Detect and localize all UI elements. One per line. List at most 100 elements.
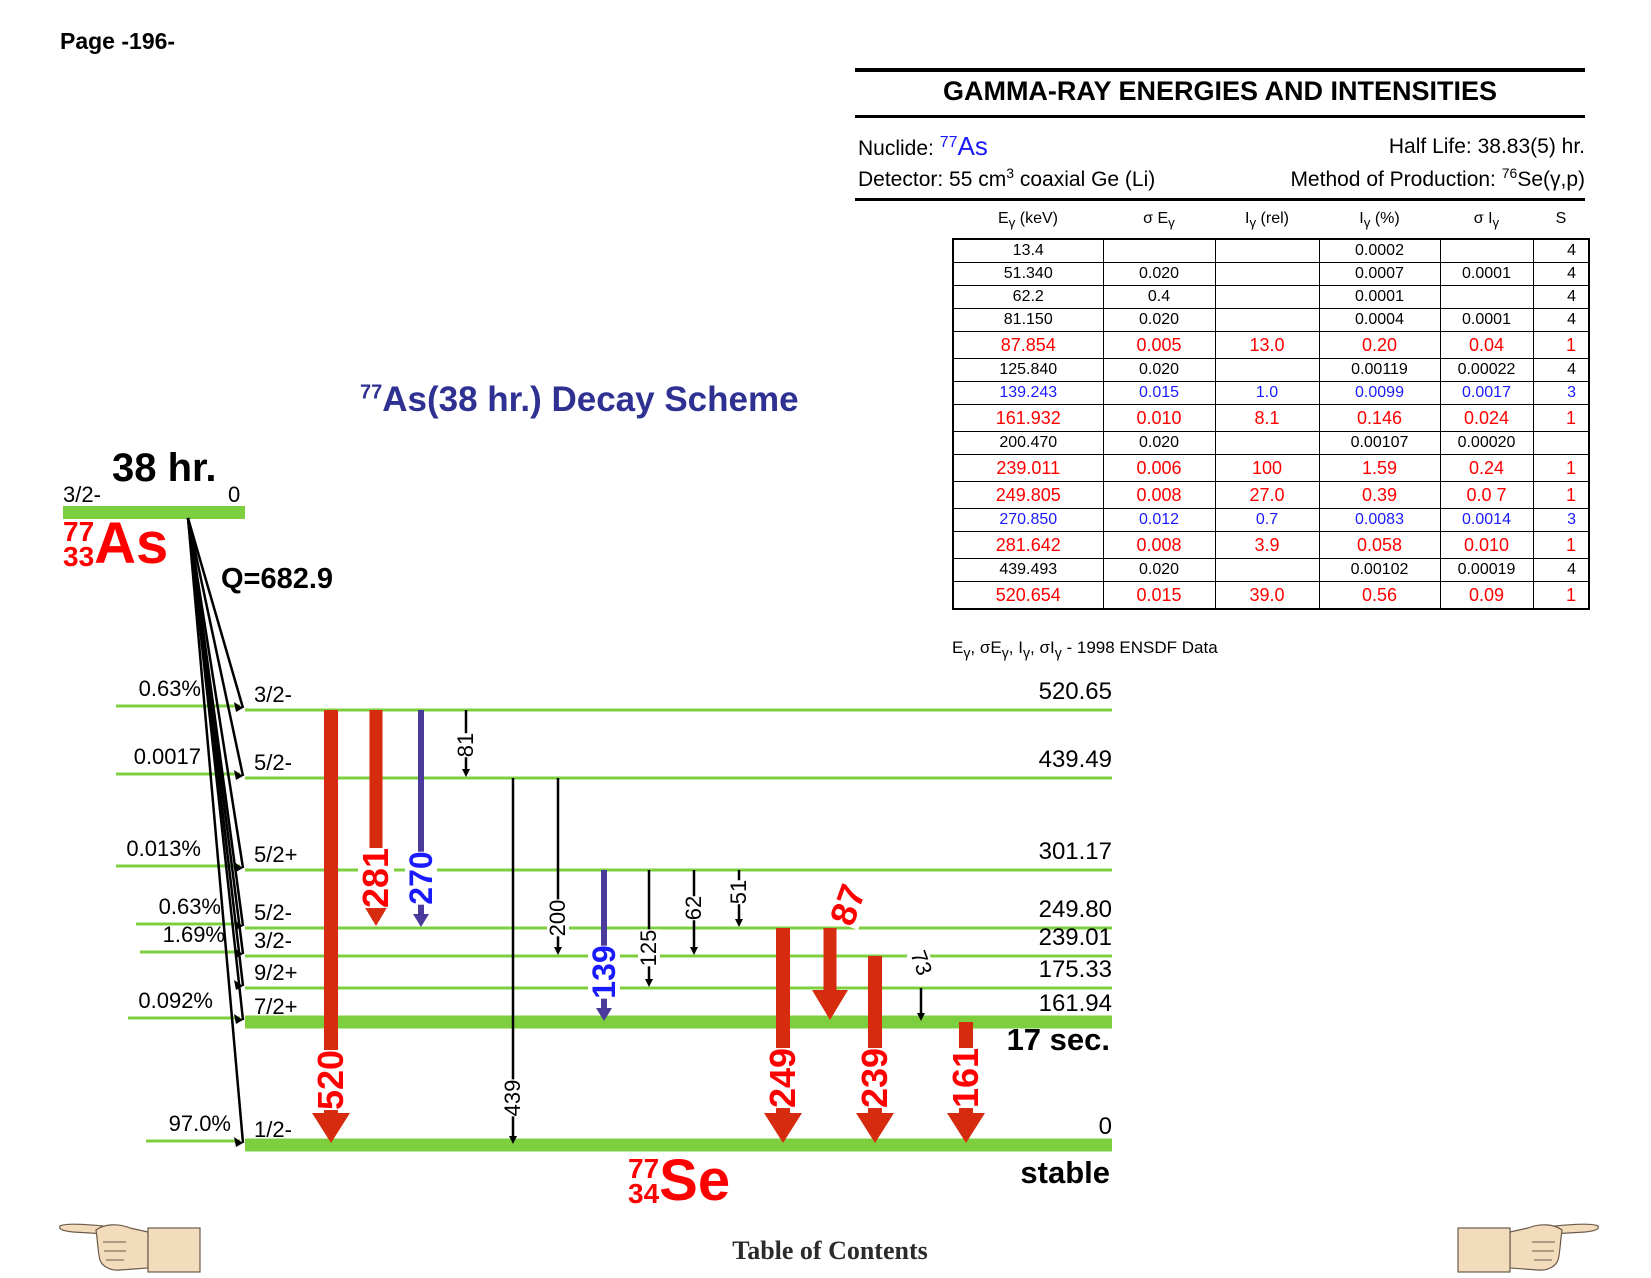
gamma-arrow-shaft bbox=[324, 710, 338, 1115]
table-cell-ipct: 0.00107 bbox=[1318, 431, 1441, 455]
gamma-arrowhead bbox=[917, 1013, 925, 1021]
isomer-half-life: 17 sec. bbox=[1006, 1022, 1110, 1057]
table-cell-ipct: 1.59 bbox=[1318, 454, 1441, 482]
table-cell-si: 0.0001 bbox=[1439, 262, 1534, 286]
table-cell-irel: 1.0 bbox=[1214, 381, 1320, 405]
page-label: Page -196- bbox=[60, 28, 176, 54]
table-cell-si: 0.00019 bbox=[1439, 558, 1534, 582]
table-cell-e: 62.2 bbox=[952, 285, 1104, 309]
table-footnote: Eγ, σEγ, Iγ, σIγ - 1998 ENSDF Data bbox=[952, 638, 1218, 662]
beta-branch-label: 0.63% bbox=[158, 894, 221, 919]
previous-page-hand-icon[interactable] bbox=[58, 1218, 203, 1278]
table-cell-ipct: 0.0083 bbox=[1318, 508, 1441, 532]
beta-branch-label: 0.092% bbox=[138, 988, 213, 1013]
table-row: 270.850 0.012 0.7 0.0083 0.0014 3 bbox=[952, 508, 1590, 532]
table-cell-e: 161.932 bbox=[952, 404, 1104, 432]
table-row: 520.654 0.015 39.0 0.56 0.09 1 bbox=[952, 581, 1590, 610]
gamma-label: 62 bbox=[681, 895, 706, 921]
header-top-rule bbox=[855, 68, 1585, 72]
gamma-arrowhead bbox=[312, 1113, 350, 1143]
level-spin: 7/2+ bbox=[254, 994, 298, 1019]
nuclide-symbol: As bbox=[957, 131, 988, 161]
gamma-arrowhead bbox=[645, 979, 653, 987]
table-cell-ipct: 0.0004 bbox=[1318, 308, 1441, 332]
table-cell-se: 0.006 bbox=[1102, 454, 1216, 482]
table-cell-e: 139.243 bbox=[952, 381, 1104, 405]
daughter-nuclide: 77 34Se bbox=[628, 1148, 731, 1213]
table-of-contents-link[interactable]: Table of Contents bbox=[732, 1236, 928, 1265]
table-cell-irel: 3.9 bbox=[1214, 531, 1320, 559]
header-title: GAMMA-RAY ENERGIES AND INTENSITIES bbox=[942, 76, 1498, 106]
level-spin: 3/2- bbox=[254, 928, 292, 953]
gamma-arrowhead bbox=[947, 1113, 985, 1143]
gamma-label: 520 bbox=[310, 1049, 351, 1111]
parent-spin: 3/2- bbox=[63, 482, 101, 507]
level-energy: 301.17 bbox=[1038, 838, 1112, 865]
table-cell-se: 0.012 bbox=[1102, 508, 1216, 532]
level-line bbox=[245, 708, 1112, 712]
table-cell-ipct: 0.56 bbox=[1318, 581, 1441, 610]
level-line bbox=[245, 1138, 1112, 1152]
table-cell-s: 1 bbox=[1532, 404, 1590, 432]
beta-branch-label: 1.69% bbox=[162, 922, 225, 947]
table-cell-irel: 39.0 bbox=[1214, 581, 1320, 610]
level-energy: 0 bbox=[1098, 1113, 1112, 1140]
gamma-data-table: Eγ (keV) σ Eγ Iγ (rel) Iγ (%) σ Iγ S 13.… bbox=[952, 210, 1590, 610]
next-page-hand-icon[interactable] bbox=[1455, 1218, 1600, 1278]
parent-nuclide: 77 33As bbox=[63, 511, 169, 576]
level-spin: 5/2+ bbox=[254, 842, 298, 867]
gamma-label: 139 bbox=[586, 945, 622, 999]
table-cell-s: 1 bbox=[1532, 531, 1590, 559]
table-cell-si: 0.24 bbox=[1439, 454, 1534, 482]
beta-decay-arrow bbox=[186, 517, 245, 1021]
gamma-label: 200 bbox=[545, 899, 570, 937]
table-row: 439.493 0.020 0.00102 0.00019 4 bbox=[952, 558, 1590, 582]
table-cell-si: 0.00022 bbox=[1439, 358, 1534, 382]
table-cell-se: 0.020 bbox=[1102, 558, 1216, 582]
table-cell-e: 51.340 bbox=[952, 262, 1104, 286]
nuclide-mass: 77 bbox=[939, 134, 958, 151]
table-header-row: Eγ (keV) σ Eγ Iγ (rel) Iγ (%) σ Iγ S bbox=[953, 210, 1589, 239]
table-row: 200.470 0.020 0.00107 0.00020 bbox=[952, 431, 1590, 455]
table-cell-ipct: 0.0002 bbox=[1318, 238, 1441, 263]
level-spin: 5/2- bbox=[254, 900, 292, 925]
table-cell-irel bbox=[1214, 558, 1320, 582]
beta-arrowhead bbox=[234, 702, 243, 712]
gamma-arrowhead bbox=[462, 769, 470, 777]
level-spin: 5/2- bbox=[254, 750, 292, 775]
stable-label: stable bbox=[1020, 1155, 1110, 1190]
table-cell-s: 3 bbox=[1532, 508, 1590, 532]
table-cell-e: 239.011 bbox=[952, 454, 1104, 482]
table-row: 281.642 0.008 3.9 0.058 0.010 1 bbox=[952, 531, 1590, 559]
beta-decay-arrow bbox=[186, 517, 245, 1144]
table-cell-se: 0.005 bbox=[1102, 331, 1216, 359]
col-sigma-energy: σ Eγ bbox=[1143, 210, 1175, 231]
level-line bbox=[245, 868, 1112, 872]
table-cell-irel: 13.0 bbox=[1214, 331, 1320, 359]
table-row: 139.243 0.015 1.0 0.0099 0.0017 3 bbox=[952, 381, 1590, 405]
table-cell-s: 4 bbox=[1532, 238, 1590, 263]
col-s: S bbox=[1555, 210, 1567, 227]
gamma-arrowhead bbox=[690, 947, 698, 955]
table-cell-ipct: 0.0001 bbox=[1318, 285, 1441, 309]
table-cell-se: 0.020 bbox=[1102, 308, 1216, 332]
beta-decay-arrow bbox=[186, 517, 245, 777]
table-row: 87.854 0.005 13.0 0.20 0.04 1 bbox=[952, 331, 1590, 359]
level-energy: 439.49 bbox=[1038, 746, 1112, 773]
table-row: 81.150 0.020 0.0004 0.0001 4 bbox=[952, 308, 1590, 332]
table-cell-e: 520.654 bbox=[952, 581, 1104, 610]
beta-arrowhead bbox=[234, 1014, 243, 1024]
header-mid-rule bbox=[855, 115, 1585, 118]
table-cell-e: 81.150 bbox=[952, 308, 1104, 332]
level-spin: 1/2- bbox=[254, 1117, 292, 1142]
level-line bbox=[245, 1015, 1112, 1029]
table-cell-si bbox=[1439, 238, 1534, 263]
table-cell-irel: 0.7 bbox=[1214, 508, 1320, 532]
table-cell-irel bbox=[1214, 262, 1320, 286]
gamma-label: 270 bbox=[403, 851, 439, 905]
table-cell-s: 4 bbox=[1532, 558, 1590, 582]
parent-half-life: 38 hr. bbox=[112, 446, 217, 490]
table-cell-se: 0.015 bbox=[1102, 381, 1216, 405]
